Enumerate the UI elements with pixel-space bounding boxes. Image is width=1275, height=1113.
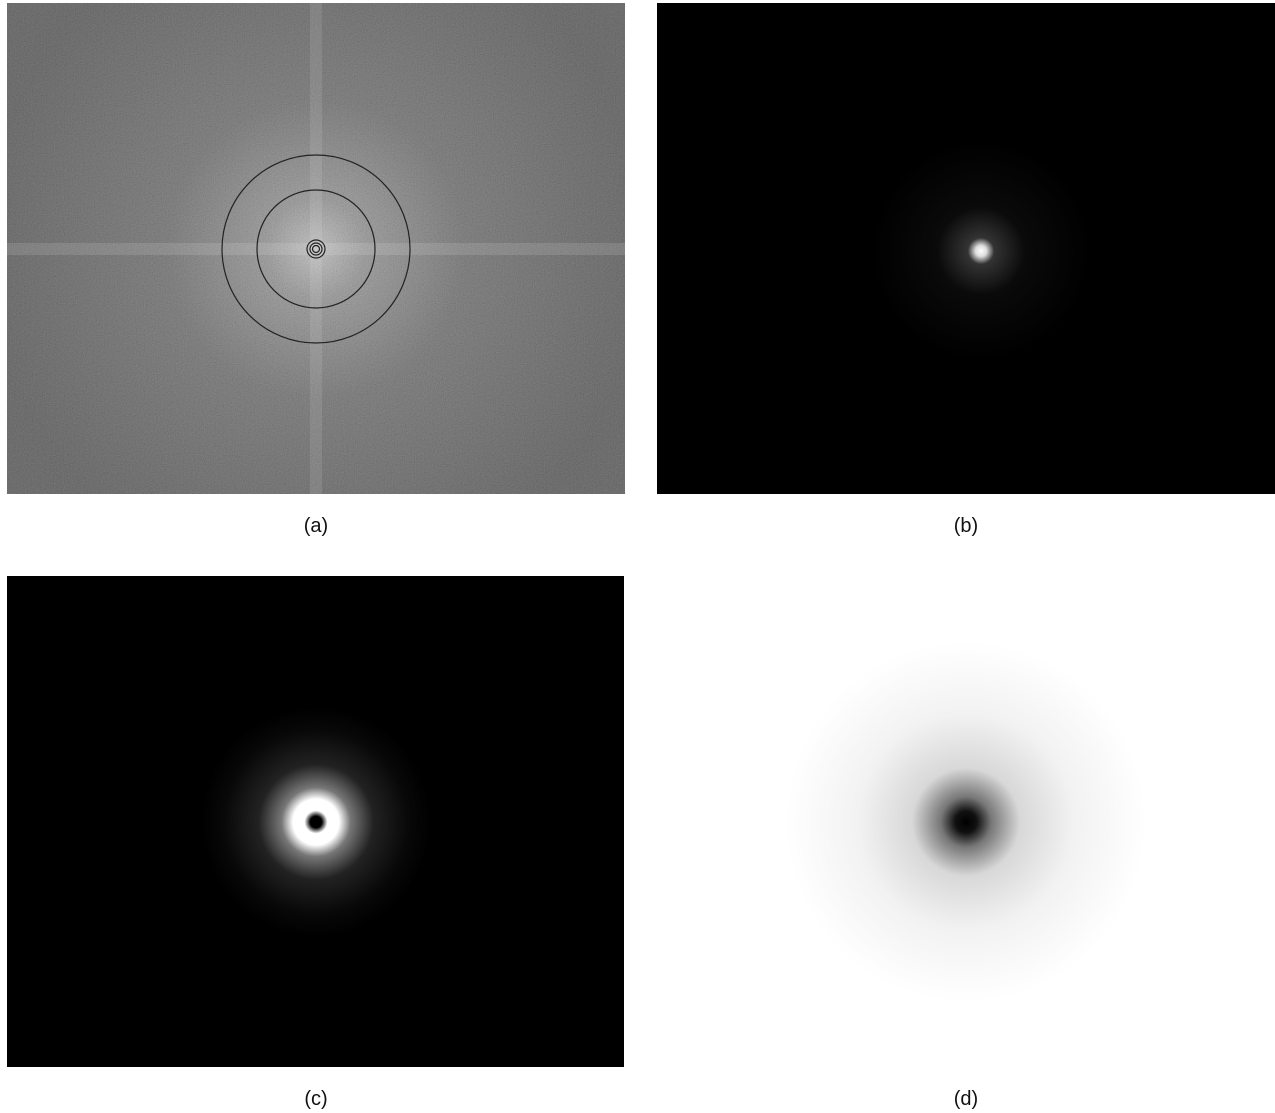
caption: (d) [954, 1088, 978, 1110]
panel-a [7, 3, 625, 494]
page: (a) (b) (c) (d) (() => { const data = JS… [0, 0, 1275, 1113]
caption: (a) [304, 515, 328, 537]
caption: (b) [954, 515, 978, 537]
figure: (a) (b) (c) (d) [0, 0, 1275, 1113]
panel-d [657, 576, 1275, 1067]
caption: (c) [304, 1088, 327, 1110]
vertical-streak [310, 3, 322, 494]
panel-b [657, 3, 1275, 494]
panel-c [7, 576, 624, 1067]
